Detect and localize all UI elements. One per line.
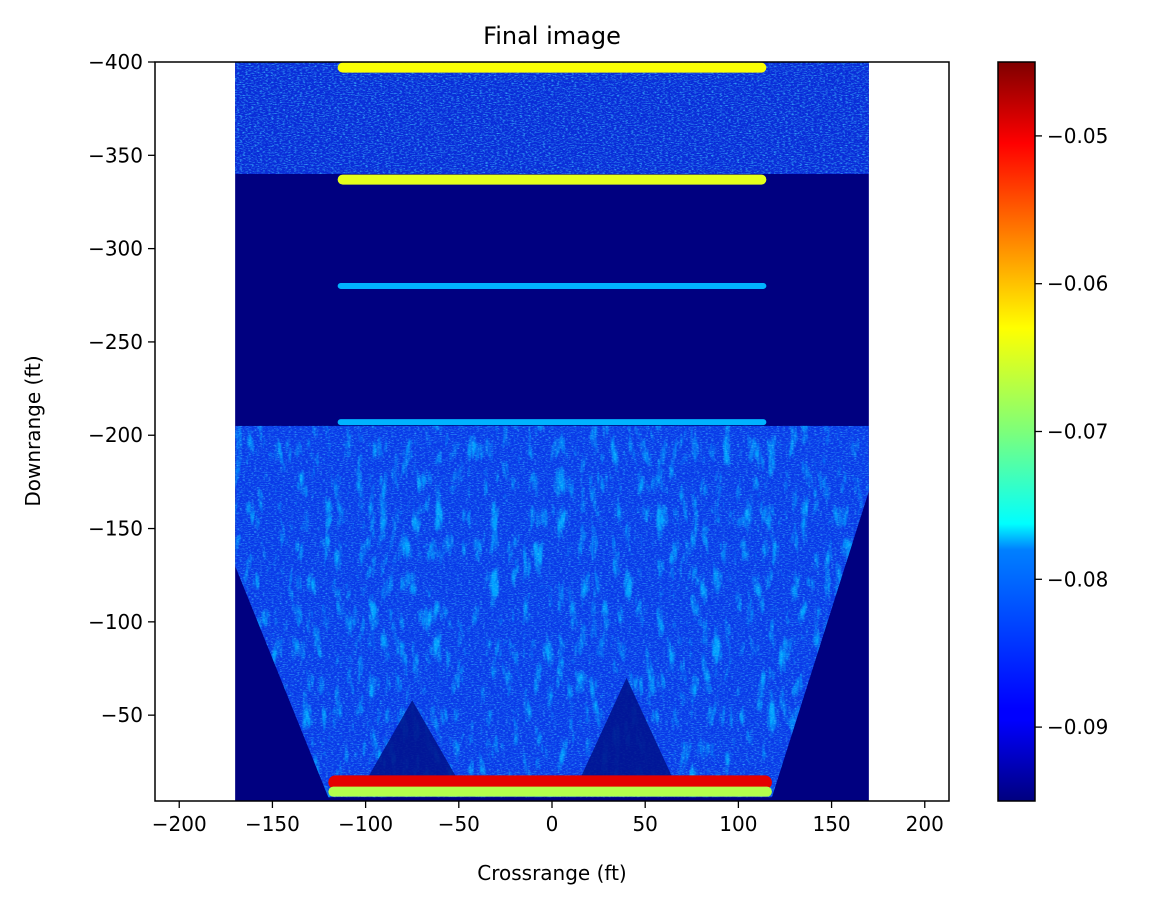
heatmap-image — [235, 62, 869, 801]
y-axis-label: Downrange (ft) — [21, 355, 45, 506]
y-tick-label: −350 — [88, 143, 143, 167]
near-range-clutter — [235, 425, 869, 798]
band-5 — [328, 786, 772, 797]
x-tick-label: −150 — [245, 812, 300, 836]
band-4 — [328, 775, 772, 790]
x-tick-label: 200 — [906, 812, 944, 836]
shadow-triangle-1 — [574, 677, 679, 792]
colorbar-tick-label: −0.08 — [1047, 567, 1108, 591]
chart-title: Final image — [483, 22, 621, 50]
x-tick-label: 0 — [546, 812, 559, 836]
x-tick-label: 50 — [632, 812, 657, 836]
y-tick-label: −150 — [88, 517, 143, 541]
x-axis-label: Crossrange (ft) — [477, 861, 626, 885]
colorbar-tick-label: −0.06 — [1047, 272, 1108, 296]
colorbar-tick-label: −0.07 — [1047, 420, 1108, 444]
colorbar-tick-label: −0.09 — [1047, 715, 1108, 739]
shadow-triangle-0 — [360, 700, 465, 792]
y-tick-label: −300 — [88, 237, 143, 261]
x-tick-label: −200 — [152, 812, 207, 836]
y-tick-label: −200 — [88, 423, 143, 447]
colorbar: −0.09 −0.08 −0.07 −0.06 −0.05 — [997, 61, 1108, 802]
x-tick-label: 150 — [812, 812, 850, 836]
colorbar-ticks: −0.09 −0.08 −0.07 −0.06 −0.05 — [1035, 124, 1108, 739]
x-tick-label: −50 — [438, 812, 480, 836]
colorbar-tick-label: −0.05 — [1047, 124, 1108, 148]
y-tick-label: −400 — [88, 50, 143, 74]
upper-clutter-texture — [235, 62, 869, 174]
x-tick-label: −100 — [338, 812, 393, 836]
colorbar-gradient — [997, 61, 1036, 802]
fan-speckle — [235, 425, 869, 798]
x-axis-ticks: −200 −150 −100 −50 0 50 100 150 200 — [152, 801, 944, 836]
y-tick-label: −50 — [101, 703, 143, 727]
band-2 — [337, 282, 767, 289]
y-tick-label: −250 — [88, 330, 143, 354]
band-1 — [337, 174, 767, 185]
y-tick-label: −100 — [88, 610, 143, 634]
band-0 — [337, 62, 767, 73]
band-3 — [337, 419, 767, 426]
x-tick-label: 100 — [719, 812, 757, 836]
y-axis-ticks: −400 −350 −300 −250 −200 −150 −100 −50 — [88, 50, 155, 727]
